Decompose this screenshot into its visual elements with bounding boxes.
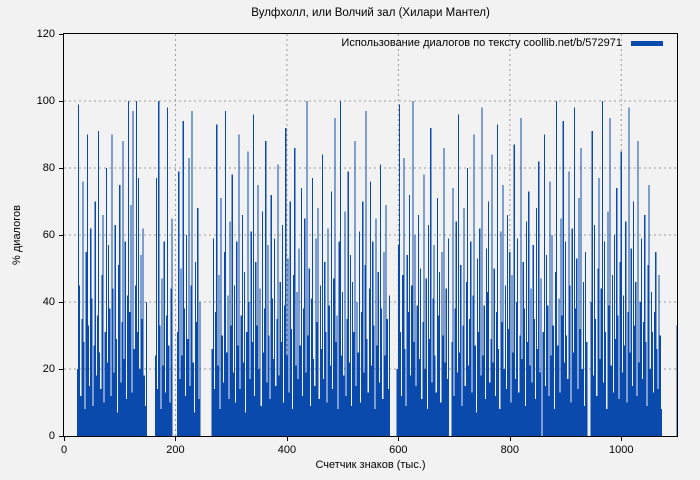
y-tick-label: 20	[42, 363, 55, 375]
y-tick-mark	[59, 436, 63, 437]
x-tick-label: 400	[277, 444, 297, 456]
y-tick-label: 60	[42, 229, 55, 241]
x-tick-mark	[509, 437, 511, 441]
x-tick-label: 600	[389, 444, 408, 456]
y-tick-mark	[59, 168, 63, 169]
y-tick-mark	[59, 34, 63, 35]
y-tick-label: 120	[36, 28, 55, 40]
x-tick-mark	[64, 437, 65, 441]
y-tick-mark	[59, 101, 63, 102]
x-axis-title: Счетчик знаков (тыс.)	[315, 459, 426, 471]
x-tick-mark	[286, 437, 288, 441]
y-tick-label: 100	[36, 95, 55, 107]
impulse-series	[76, 101, 677, 436]
y-tick-mark	[59, 302, 63, 303]
x-tick-label: 800	[500, 444, 519, 456]
plot-area	[63, 33, 678, 437]
y-tick-label: 40	[42, 296, 55, 308]
x-tick-label: 1000	[609, 444, 634, 456]
y-tick-mark	[59, 369, 63, 370]
x-tick-label: 200	[166, 444, 185, 456]
x-tick-mark	[621, 437, 623, 441]
impulse-chart-svg	[64, 34, 677, 436]
x-tick-mark	[175, 437, 177, 441]
x-tick-mark	[398, 437, 400, 441]
y-tick-label: 0	[48, 430, 55, 442]
x-tick-label: 0	[60, 444, 68, 456]
y-tick-label: 80	[42, 162, 55, 174]
chart-title: Вулфхолл, или Волчий зал (Хилари Мантел)	[251, 7, 490, 19]
y-tick-mark	[59, 235, 63, 236]
